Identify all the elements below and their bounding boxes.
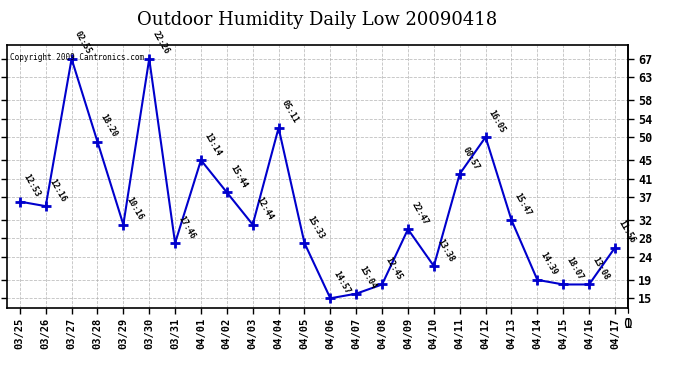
Text: 18:07: 18:07	[564, 255, 585, 282]
Text: 15:33: 15:33	[306, 214, 326, 240]
Text: 13:38: 13:38	[435, 237, 455, 263]
Text: 10:16: 10:16	[125, 196, 145, 222]
Text: 05:11: 05:11	[280, 99, 300, 125]
Text: 11:56: 11:56	[616, 219, 637, 245]
Text: Outdoor Humidity Daily Low 20090418: Outdoor Humidity Daily Low 20090418	[137, 11, 497, 29]
Text: 15:47: 15:47	[513, 191, 533, 217]
Text: 00:57: 00:57	[461, 145, 482, 171]
Text: 16:05: 16:05	[487, 108, 507, 134]
Text: 12:53: 12:53	[21, 172, 41, 199]
Text: 14:57: 14:57	[332, 269, 352, 296]
Text: 13:08: 13:08	[591, 255, 611, 282]
Text: 22:26: 22:26	[150, 30, 171, 56]
Text: 17:46: 17:46	[177, 214, 197, 240]
Text: 15:04: 15:04	[357, 265, 378, 291]
Text: 12:16: 12:16	[47, 177, 68, 203]
Text: Copyright 2009 Cantronics.com: Copyright 2009 Cantronics.com	[10, 53, 144, 62]
Text: 15:44: 15:44	[228, 164, 248, 190]
Text: 02:55: 02:55	[73, 30, 93, 56]
Text: 12:44: 12:44	[254, 196, 275, 222]
Text: 22:47: 22:47	[409, 200, 430, 226]
Text: 14:39: 14:39	[539, 251, 559, 277]
Text: 13:14: 13:14	[202, 131, 223, 158]
Text: 18:20: 18:20	[99, 113, 119, 139]
Text: 12:45: 12:45	[384, 255, 404, 282]
